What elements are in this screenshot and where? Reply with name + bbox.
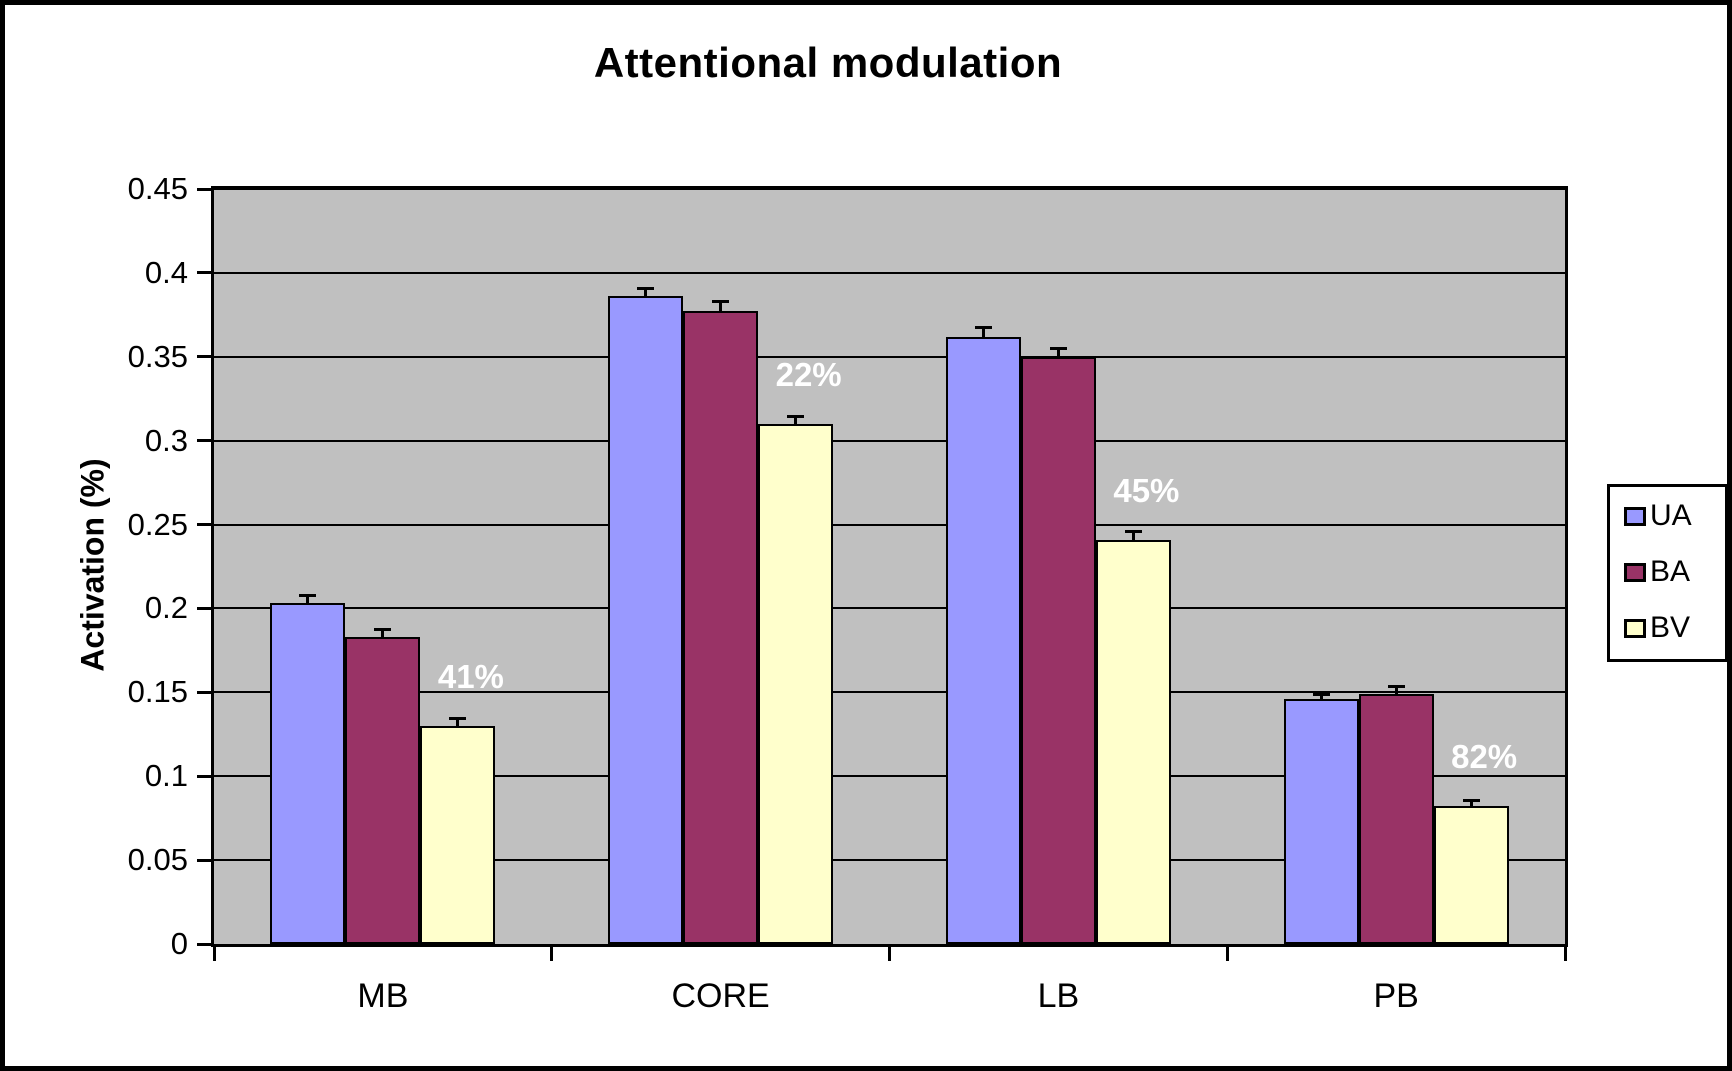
legend: UA BA BV <box>1607 484 1727 662</box>
y-tick-mark <box>197 942 211 946</box>
gridline <box>214 859 1565 862</box>
error-bar-stem <box>794 415 798 424</box>
error-bar-cap <box>1124 530 1142 534</box>
y-tick-mark <box>197 523 211 527</box>
x-tick-mark <box>1563 947 1567 961</box>
bar-ua-pb <box>1283 699 1359 944</box>
bar-ba-core <box>683 311 759 944</box>
y-tick-label: 0.15 <box>127 674 188 710</box>
y-tick-mark <box>197 858 211 862</box>
error-bar-stem <box>381 628 385 637</box>
error-bar-cap <box>1387 684 1405 688</box>
error-bar-stem <box>719 301 723 312</box>
error-bar-stem <box>1131 531 1135 540</box>
error-bar-cap <box>712 300 730 304</box>
legend-swatch-ua <box>1624 506 1646 526</box>
gridline <box>214 691 1565 694</box>
y-tick-label: 0.45 <box>127 171 188 206</box>
annotation-core: 22% <box>775 355 842 393</box>
error-bar-cap <box>449 716 467 720</box>
category-label-mb: MB <box>357 977 409 1015</box>
legend-item-bv: BV <box>1624 613 1719 643</box>
annotation-pb: 82% <box>1451 738 1518 776</box>
bar-ba-lb <box>1020 356 1096 944</box>
error-bar-stem <box>306 595 310 604</box>
gridline <box>214 523 1565 526</box>
y-axis-title: Activation (%) <box>74 458 111 672</box>
error-bar-cap <box>1049 347 1067 351</box>
error-bar-stem <box>981 326 985 337</box>
y-tick-mark <box>197 606 211 610</box>
y-tick-label: 0.25 <box>127 506 188 542</box>
error-bar-cap <box>974 325 992 329</box>
y-tick-mark <box>197 690 211 694</box>
y-tick-label: 0.4 <box>144 254 188 290</box>
y-tick-mark <box>197 187 211 191</box>
y-tick-label: 0.1 <box>144 758 188 794</box>
error-bar-cap <box>299 594 317 598</box>
x-tick-mark <box>212 947 216 961</box>
error-bar-stem <box>456 717 460 726</box>
plot-area: 41% 22% 45% 82% <box>211 186 1568 947</box>
legend-label-ba: BA <box>1650 555 1691 588</box>
y-tick-label: 0.2 <box>144 590 188 626</box>
gridline <box>214 188 1565 190</box>
bar-bv-lb <box>1095 539 1171 944</box>
y-tick-mark <box>197 774 211 778</box>
bar-ua-core <box>608 296 684 944</box>
error-bar-stem <box>1394 685 1398 694</box>
x-tick-mark <box>888 947 891 961</box>
error-bar-cap <box>374 627 392 631</box>
category-label-lb: LB <box>1037 977 1080 1015</box>
legend-item-ba: BA <box>1624 557 1719 587</box>
gridline <box>214 439 1565 442</box>
y-tick-label: 0.35 <box>127 338 188 374</box>
legend-swatch-bv <box>1624 618 1646 638</box>
gridline <box>214 607 1565 610</box>
legend-item-ua: UA <box>1624 501 1719 531</box>
error-bar-stem <box>1056 348 1060 357</box>
annotation-mb: 41% <box>437 657 504 695</box>
x-tick-mark <box>1225 947 1229 961</box>
error-bar-cap <box>637 286 655 290</box>
gridline <box>214 355 1565 358</box>
annotation-lb: 45% <box>1113 471 1180 509</box>
error-bar-cap <box>787 414 805 418</box>
gridline <box>214 271 1565 274</box>
bar-bv-pb <box>1433 806 1509 944</box>
error-bar-stem <box>1319 694 1323 700</box>
legend-label-ua: UA <box>1650 499 1692 532</box>
y-tick-mark <box>197 355 211 359</box>
x-tick-mark <box>550 947 554 961</box>
bar-bv-mb <box>420 725 496 944</box>
legend-swatch-ba <box>1624 562 1646 582</box>
y-tick-label: 0.3 <box>144 422 188 458</box>
bar-bv-core <box>758 423 834 944</box>
bar-ba-pb <box>1358 694 1434 944</box>
y-tick-label: 0.05 <box>127 842 188 878</box>
y-tick-mark <box>197 271 211 275</box>
bar-ua-mb <box>270 603 346 944</box>
error-bar-cap <box>1312 693 1330 696</box>
error-bar-stem <box>644 287 648 297</box>
gridline <box>214 775 1565 778</box>
bar-ba-mb <box>345 636 421 944</box>
category-label-core: CORE <box>671 977 770 1015</box>
bar-ua-lb <box>945 336 1021 944</box>
y-tick-mark <box>197 439 211 443</box>
error-bar-stem <box>1469 799 1473 807</box>
chart-title: Attentional modulation <box>593 39 1063 86</box>
legend-label-bv: BV <box>1650 611 1691 644</box>
y-tick-label: 0 <box>170 926 188 961</box>
category-label-pb: PB <box>1373 977 1419 1015</box>
error-bar-cap <box>1462 798 1480 802</box>
